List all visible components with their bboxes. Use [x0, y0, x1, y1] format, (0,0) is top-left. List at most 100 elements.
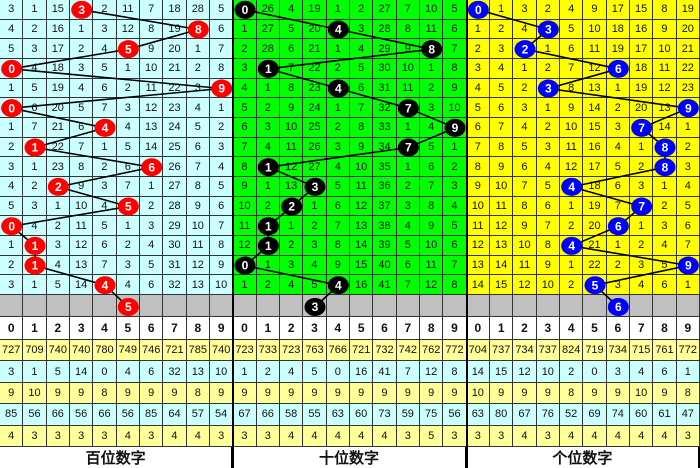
prediction-cell: [233, 295, 257, 317]
stat-cell: 9: [116, 382, 140, 405]
miss-count-cell: 10: [420, 236, 444, 256]
stat-cell: 4: [186, 425, 210, 447]
ball-digit: 9: [452, 121, 459, 135]
result-ball: 5: [117, 197, 139, 216]
result-ball: 0: [234, 256, 256, 275]
stat-cell: 9: [256, 382, 280, 405]
miss-count-cell: 1: [466, 19, 490, 40]
miss-count-cell: 1: [0, 118, 24, 138]
miss-count-cell: 3: [186, 78, 210, 99]
miss-count-cell: 5: [233, 98, 257, 118]
ball-shape: [24, 256, 46, 275]
miss-count-cell: 1: [676, 275, 700, 296]
stat-cell: 749: [116, 340, 140, 362]
prediction-cell: [560, 295, 584, 317]
stat-cell: 56: [70, 404, 94, 426]
miss-count-cell: 2: [256, 98, 280, 118]
stat-cell: 4: [653, 425, 677, 447]
digit-header: 2: [46, 317, 70, 340]
miss-count-cell: 6: [233, 118, 257, 138]
result-ball: 3: [537, 79, 559, 98]
miss-count-cell: 1: [606, 236, 630, 256]
stat-cell: 60: [350, 404, 374, 426]
stat-cell: 9: [396, 382, 420, 405]
miss-count-cell: 6: [140, 275, 164, 296]
stat-cell: 1: [233, 361, 257, 383]
stat-cell: 715: [630, 340, 654, 362]
stat-cell: 780: [93, 340, 117, 362]
ball-shape: [561, 177, 583, 196]
ball-digit: 3: [545, 82, 552, 96]
ball-shape: [257, 59, 279, 78]
ball-digit: 7: [638, 200, 645, 214]
miss-count-cell: 17: [606, 0, 630, 20]
ball-shape: [24, 138, 46, 157]
ball-shape: [467, 0, 489, 19]
stat-cell: 66: [256, 404, 280, 426]
miss-count-cell: 8: [420, 196, 444, 217]
result-ball: 9: [677, 256, 699, 275]
miss-count-cell: 6: [466, 118, 490, 138]
ball-digit: 3: [312, 300, 319, 314]
ball-shape: [677, 256, 699, 275]
ball-digit: 1: [32, 239, 39, 253]
stat-cell: 15: [490, 361, 514, 383]
digit-header: 6: [373, 317, 397, 340]
ball-shape: [654, 138, 676, 157]
digit-header: 5: [116, 317, 140, 340]
miss-count-cell: 28: [163, 196, 187, 217]
miss-count-cell: 26: [256, 0, 280, 20]
stat-cell: 737: [536, 340, 560, 362]
miss-count-cell: 2: [116, 236, 140, 256]
miss-count-cell: 9: [233, 177, 257, 197]
miss-count-cell: 1: [630, 216, 654, 237]
ball-digit: 4: [568, 180, 575, 194]
miss-count-cell: 1: [93, 137, 117, 158]
miss-count-cell: 3: [350, 19, 374, 40]
digit-header: 1: [23, 317, 47, 340]
miss-count-cell: 36: [373, 177, 397, 197]
miss-count-cell: 27: [303, 157, 327, 178]
stat-cell: 76: [536, 404, 560, 426]
result-ball: 9: [211, 79, 233, 98]
miss-count-cell: 30: [373, 59, 397, 79]
miss-count-cell: 4: [490, 59, 514, 79]
prediction-cell: [676, 295, 700, 317]
stat-cell: 47: [676, 404, 700, 426]
stat-cell: 63: [326, 404, 350, 426]
result-ball: 9: [444, 118, 466, 137]
stat-cell: 4: [560, 425, 584, 447]
miss-count-cell: 20: [163, 39, 187, 59]
ball-digit: 2: [522, 42, 529, 56]
stat-cell: 9: [490, 382, 514, 405]
stat-cell: 9: [163, 382, 187, 405]
miss-count-cell: 13: [350, 216, 374, 237]
stat-cell: 9: [536, 382, 560, 405]
miss-count-cell: 5: [116, 137, 140, 158]
miss-count-cell: 2: [420, 78, 444, 99]
ball-shape: [117, 40, 139, 59]
miss-count-cell: 2: [280, 236, 304, 256]
digit-header: 1: [256, 317, 280, 340]
miss-count-cell: 1: [23, 157, 47, 178]
miss-count-cell: 5: [140, 255, 164, 276]
miss-count-cell: 7: [70, 137, 94, 158]
miss-count-cell: 10: [233, 196, 257, 217]
ball-digit: 2: [288, 200, 295, 214]
miss-count-cell: 11: [420, 19, 444, 40]
miss-count-cell: 12: [653, 78, 677, 99]
miss-count-cell: 5: [350, 59, 374, 79]
miss-count-cell: 18: [606, 19, 630, 40]
ball-digit: 9: [685, 259, 692, 273]
miss-count-cell: 13: [70, 255, 94, 276]
stat-cell: 74: [606, 404, 630, 426]
prediction-cell: [326, 295, 350, 317]
prediction-ball: 5: [117, 298, 139, 316]
miss-count-cell: 1: [256, 255, 280, 276]
miss-count-cell: 7: [420, 177, 444, 197]
miss-count-cell: 1: [303, 196, 327, 217]
result-ball: 8: [421, 40, 443, 59]
stat-cell: 52: [560, 404, 584, 426]
miss-count-cell: 19: [303, 0, 327, 20]
miss-count-cell: 14: [140, 137, 164, 158]
